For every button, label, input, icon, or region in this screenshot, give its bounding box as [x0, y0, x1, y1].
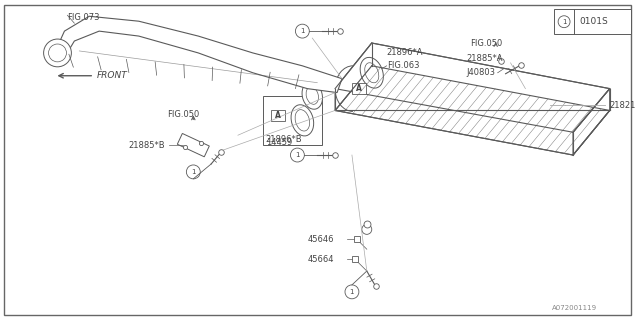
Text: FIG.050: FIG.050	[167, 110, 200, 119]
Text: A072001119: A072001119	[552, 305, 598, 311]
Polygon shape	[335, 66, 610, 155]
Text: FRONT: FRONT	[97, 71, 128, 80]
Text: FIG.050: FIG.050	[470, 39, 502, 48]
Polygon shape	[335, 43, 372, 110]
Ellipse shape	[365, 63, 379, 83]
Text: 21885*A: 21885*A	[466, 54, 502, 63]
Text: 1: 1	[295, 152, 300, 158]
Ellipse shape	[306, 87, 319, 104]
Text: 45646: 45646	[307, 235, 334, 244]
Text: 1: 1	[562, 19, 566, 25]
Polygon shape	[335, 43, 610, 132]
Bar	[262, 96, 322, 145]
Text: 21885*B: 21885*B	[129, 140, 166, 150]
Circle shape	[49, 44, 67, 62]
Bar	[352, 83, 366, 94]
Text: 45664: 45664	[307, 255, 334, 264]
Polygon shape	[573, 89, 610, 155]
Ellipse shape	[295, 110, 310, 131]
Text: FIG.063: FIG.063	[387, 61, 419, 70]
Text: 21821: 21821	[610, 101, 636, 110]
Ellipse shape	[302, 82, 323, 109]
Circle shape	[44, 39, 72, 67]
Text: J40803: J40803	[466, 68, 495, 77]
Bar	[271, 110, 285, 121]
Ellipse shape	[291, 105, 314, 136]
Text: A: A	[356, 84, 362, 93]
Polygon shape	[54, 16, 342, 92]
Text: 0101S: 0101S	[579, 17, 608, 26]
Polygon shape	[177, 133, 209, 157]
Text: 14459: 14459	[266, 138, 292, 147]
Text: 1: 1	[191, 169, 196, 175]
Text: 21896*B: 21896*B	[266, 135, 302, 144]
Text: 1: 1	[349, 289, 354, 295]
Text: 21896*A: 21896*A	[387, 48, 423, 57]
Text: FIG.073: FIG.073	[67, 13, 100, 22]
Text: 1: 1	[300, 28, 305, 34]
Bar	[554, 9, 630, 34]
Ellipse shape	[360, 57, 383, 88]
Text: A: A	[275, 111, 280, 120]
